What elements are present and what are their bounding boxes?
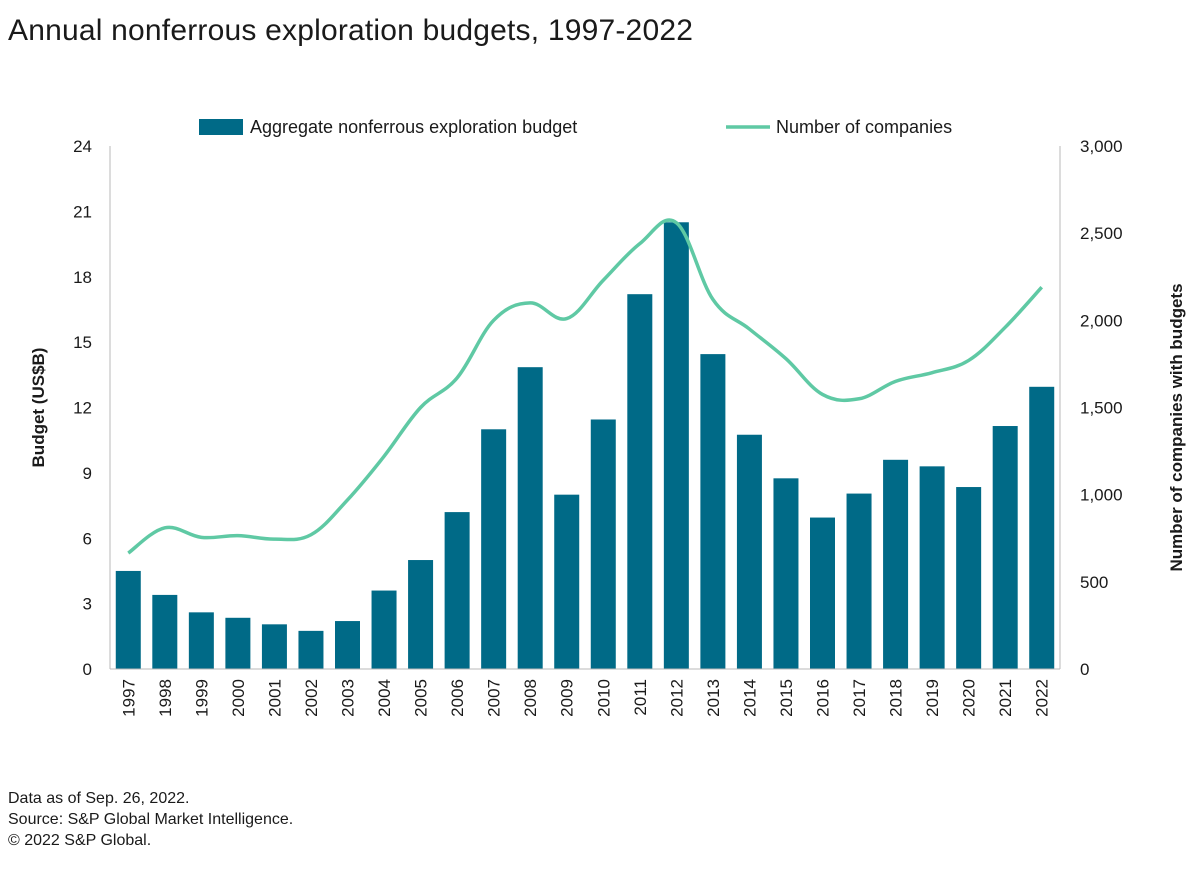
legend-bar-label: Aggregate nonferrous exploration budget bbox=[250, 117, 577, 137]
bar-2001 bbox=[261, 624, 287, 669]
bar-2021 bbox=[992, 426, 1018, 669]
x-tick-label: 2000 bbox=[229, 679, 248, 717]
legend-line-label: Number of companies bbox=[776, 117, 952, 137]
left-tick-label: 18 bbox=[73, 268, 92, 287]
x-tick-label: 2012 bbox=[667, 679, 686, 717]
bar-2003 bbox=[335, 621, 360, 669]
bar-series bbox=[115, 222, 1055, 670]
x-tick-label: 2003 bbox=[339, 679, 358, 717]
bar-2013 bbox=[700, 354, 726, 669]
x-tick-label: 2021 bbox=[996, 679, 1015, 717]
left-tick-label: 21 bbox=[73, 202, 92, 221]
combo-chart: Aggregate nonferrous exploration budget N… bbox=[29, 117, 1186, 717]
x-tick-label: 2022 bbox=[1033, 679, 1052, 717]
x-tick-label: 2015 bbox=[777, 679, 796, 717]
left-tick-label: 0 bbox=[83, 660, 92, 679]
chart-title: Annual nonferrous exploration budgets, 1… bbox=[8, 14, 694, 47]
source-note: Source: S&P Global Market Intelligence. bbox=[8, 811, 294, 828]
x-tick-label: 2011 bbox=[631, 679, 650, 716]
right-tick-label: 2,000 bbox=[1080, 311, 1123, 330]
bar-2015 bbox=[773, 478, 799, 669]
x-tick-label: 1999 bbox=[192, 679, 211, 717]
left-tick-label: 6 bbox=[83, 529, 92, 548]
x-tick-label: 2004 bbox=[375, 679, 394, 717]
bar-2002 bbox=[298, 630, 324, 669]
right-tick-label: 1,500 bbox=[1080, 399, 1123, 418]
bar-2007 bbox=[481, 429, 507, 669]
x-tick-label: 2019 bbox=[923, 679, 942, 717]
x-tick-label: 1997 bbox=[119, 679, 138, 717]
bar-2000 bbox=[225, 617, 251, 669]
copyright-note: © 2022 S&P Global. bbox=[8, 832, 152, 849]
right-tick-label: 2,500 bbox=[1080, 224, 1123, 243]
x-tick-label: 2002 bbox=[302, 679, 321, 717]
bar-1998 bbox=[152, 594, 178, 669]
x-tick-label: 2017 bbox=[850, 679, 869, 717]
bar-2011 bbox=[627, 294, 653, 669]
x-tick-label: 2013 bbox=[704, 679, 723, 717]
x-tick-label: 2005 bbox=[412, 679, 431, 717]
x-tick-label: 2001 bbox=[265, 679, 284, 717]
legend: Aggregate nonferrous exploration budget N… bbox=[199, 117, 952, 137]
bar-2008 bbox=[517, 367, 543, 669]
left-tick-label: 3 bbox=[83, 595, 92, 614]
bar-2014 bbox=[736, 434, 762, 669]
x-tick-label: 2018 bbox=[887, 679, 906, 717]
x-tick-label: 2010 bbox=[594, 679, 613, 717]
left-tick-label: 9 bbox=[83, 464, 92, 483]
right-tick-label: 1,000 bbox=[1080, 486, 1123, 505]
x-tick-label: 2009 bbox=[558, 679, 577, 717]
bar-2009 bbox=[554, 494, 580, 669]
x-tick-label: 2007 bbox=[485, 679, 504, 717]
x-tick-label: 2008 bbox=[521, 679, 540, 717]
x-tick-label: 1998 bbox=[156, 679, 175, 717]
bar-2022 bbox=[1029, 386, 1055, 669]
x-tick-label: 2014 bbox=[740, 679, 759, 717]
bar-1997 bbox=[115, 570, 141, 669]
data-date-note: Data as of Sep. 26, 2022. bbox=[8, 790, 190, 807]
right-axis-title: Number of companies with budgets bbox=[1167, 283, 1186, 571]
bar-2017 bbox=[846, 493, 872, 669]
companies-line bbox=[127, 218, 1044, 555]
bar-2004 bbox=[371, 590, 397, 669]
left-tick-label: 12 bbox=[73, 399, 92, 418]
bar-2012 bbox=[663, 222, 689, 670]
left-tick-label: 15 bbox=[73, 333, 92, 352]
bar-2010 bbox=[590, 419, 616, 669]
x-axis: 1997 1998 1999 2000 2001 2002 2003 2004 2005 2006… bbox=[110, 668, 1060, 717]
right-tick-label: 0 bbox=[1080, 660, 1089, 679]
x-tick-label: 2016 bbox=[814, 679, 833, 717]
left-tick-label: 24 bbox=[73, 137, 92, 156]
line-series bbox=[127, 218, 1044, 555]
left-axis-title: Budget (US$B) bbox=[29, 348, 48, 468]
left-axis: 0 3 6 9 12 15 18 21 24 Budget (US$B) bbox=[29, 137, 111, 679]
bar-1999 bbox=[188, 612, 214, 669]
legend-bar-swatch bbox=[199, 119, 243, 135]
bar-2005 bbox=[408, 560, 434, 669]
bar-2018 bbox=[883, 459, 909, 669]
bar-2006 bbox=[444, 512, 470, 669]
right-axis: 0 500 1,000 1,500 2,000 2,500 3,000 Number of c… bbox=[1059, 137, 1186, 679]
x-tick-label: 2020 bbox=[960, 679, 979, 717]
footer-notes: Data as of Sep. 26, 2022. Source: S&P Gl… bbox=[8, 788, 293, 851]
x-tick-label: 2006 bbox=[448, 679, 467, 717]
bar-2019 bbox=[919, 466, 945, 669]
bar-2020 bbox=[956, 487, 982, 669]
right-tick-label: 3,000 bbox=[1080, 137, 1123, 156]
right-tick-label: 500 bbox=[1080, 573, 1108, 592]
bar-2016 bbox=[810, 517, 835, 669]
